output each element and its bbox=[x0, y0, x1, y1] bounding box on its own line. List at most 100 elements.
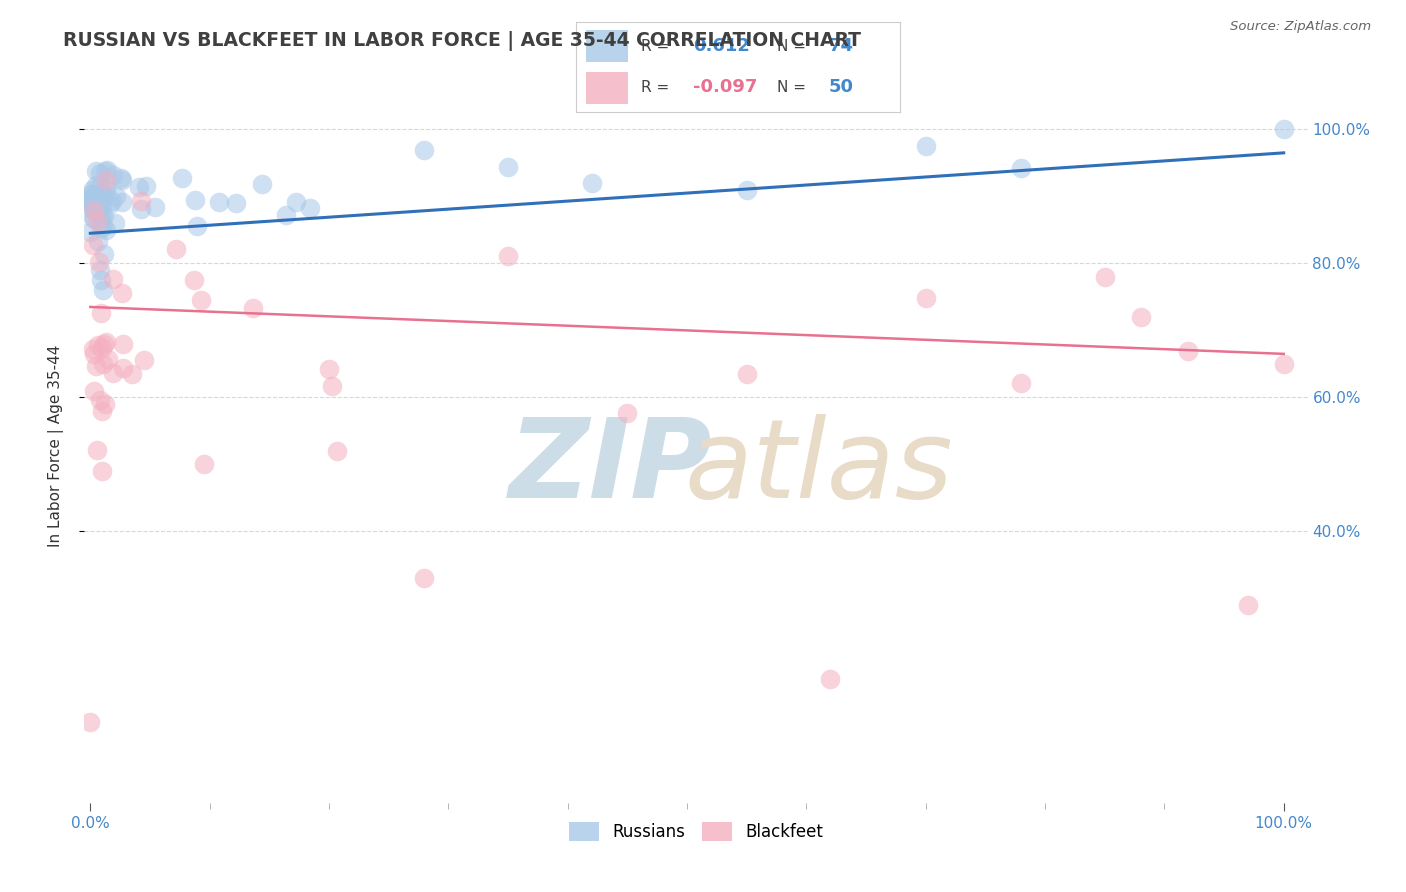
Point bbox=[110, 171, 132, 186]
Point bbox=[242, 301, 264, 315]
Point bbox=[1129, 310, 1152, 324]
Point bbox=[80, 198, 103, 212]
Point bbox=[93, 336, 115, 351]
Point bbox=[84, 178, 107, 192]
Point bbox=[89, 263, 111, 277]
Point bbox=[83, 384, 105, 398]
Point bbox=[82, 343, 104, 357]
Point bbox=[83, 211, 105, 226]
Point bbox=[89, 210, 111, 224]
Text: 0.612: 0.612 bbox=[693, 37, 749, 55]
Point bbox=[87, 198, 110, 212]
Point bbox=[80, 194, 103, 208]
Point bbox=[111, 195, 134, 210]
Text: Source: ZipAtlas.com: Source: ZipAtlas.com bbox=[1230, 20, 1371, 33]
Point bbox=[111, 173, 134, 187]
Point bbox=[735, 183, 758, 197]
Point bbox=[285, 195, 308, 210]
Point bbox=[86, 202, 108, 216]
Point bbox=[87, 203, 110, 218]
Point bbox=[96, 163, 118, 178]
Point bbox=[86, 194, 108, 209]
Point bbox=[94, 173, 117, 187]
Point bbox=[186, 219, 208, 233]
Point bbox=[128, 180, 150, 194]
Point bbox=[89, 180, 111, 194]
Point bbox=[82, 186, 104, 201]
Point bbox=[96, 183, 118, 197]
Point bbox=[94, 164, 117, 178]
Point bbox=[1237, 598, 1260, 612]
Point bbox=[93, 246, 115, 260]
Point bbox=[616, 406, 638, 420]
Point bbox=[82, 196, 104, 211]
Point bbox=[190, 293, 212, 307]
Legend: Russians, Blackfeet: Russians, Blackfeet bbox=[562, 815, 830, 848]
Y-axis label: In Labor Force | Age 35-44: In Labor Force | Age 35-44 bbox=[48, 345, 63, 547]
Point bbox=[91, 191, 114, 205]
Point bbox=[111, 336, 134, 351]
Point bbox=[132, 353, 155, 368]
Text: N =: N = bbox=[778, 39, 806, 54]
Point bbox=[82, 193, 104, 207]
Text: R =: R = bbox=[641, 80, 669, 95]
Text: 74: 74 bbox=[828, 37, 853, 55]
Point bbox=[1272, 357, 1295, 371]
Point bbox=[413, 571, 436, 585]
Point bbox=[1272, 122, 1295, 136]
Point bbox=[1177, 343, 1199, 358]
Point bbox=[735, 367, 758, 381]
Point bbox=[165, 243, 187, 257]
Point bbox=[91, 199, 114, 213]
Point bbox=[86, 190, 108, 204]
Point bbox=[86, 188, 108, 202]
Point bbox=[96, 222, 118, 236]
Point bbox=[250, 177, 273, 191]
Point bbox=[274, 208, 297, 222]
Point bbox=[94, 181, 117, 195]
Point bbox=[91, 219, 114, 233]
Point bbox=[86, 204, 108, 219]
Point bbox=[413, 143, 436, 157]
Point bbox=[89, 393, 111, 408]
Bar bbox=[586, 72, 628, 104]
Point bbox=[87, 338, 110, 352]
Point bbox=[93, 209, 115, 223]
Point bbox=[79, 225, 101, 239]
Point bbox=[318, 362, 340, 376]
Text: R =: R = bbox=[641, 39, 669, 54]
Text: -0.097: -0.097 bbox=[693, 78, 758, 96]
Point bbox=[1094, 269, 1116, 284]
Point bbox=[82, 194, 104, 209]
Point bbox=[183, 273, 205, 287]
Point bbox=[326, 444, 349, 458]
Point bbox=[101, 169, 124, 183]
Text: ZIP: ZIP bbox=[509, 414, 711, 521]
Point bbox=[101, 272, 124, 286]
Point bbox=[321, 379, 343, 393]
Point bbox=[1010, 161, 1032, 176]
Text: atlas: atlas bbox=[683, 414, 953, 521]
Point bbox=[86, 164, 108, 178]
Point bbox=[83, 196, 105, 211]
Point bbox=[101, 194, 124, 209]
Bar bbox=[586, 30, 628, 62]
Point bbox=[87, 234, 110, 248]
Point bbox=[914, 139, 936, 153]
Point bbox=[91, 341, 114, 355]
Point bbox=[93, 357, 115, 371]
Point bbox=[94, 397, 117, 411]
Point bbox=[89, 166, 111, 180]
Point bbox=[82, 183, 104, 197]
Point bbox=[79, 191, 101, 205]
Point bbox=[143, 200, 166, 214]
Point bbox=[91, 186, 114, 200]
Point bbox=[121, 368, 143, 382]
Point bbox=[96, 335, 118, 350]
Point bbox=[496, 161, 519, 175]
Point bbox=[90, 306, 112, 320]
Point bbox=[96, 352, 118, 367]
Point bbox=[225, 195, 247, 210]
Point bbox=[193, 458, 215, 472]
Point bbox=[79, 186, 101, 201]
